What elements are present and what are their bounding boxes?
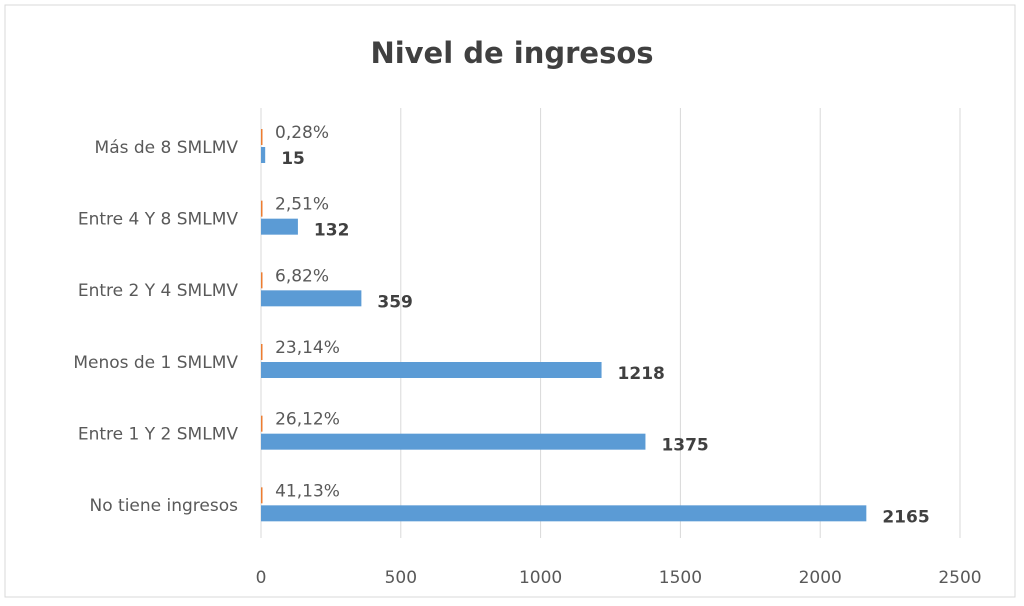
data-label: 15 (281, 149, 305, 169)
bar (261, 505, 867, 522)
bar (261, 272, 263, 289)
x-tick-label: 1000 (519, 568, 562, 588)
bar (261, 200, 263, 217)
y-tick-label: Entre 4 Y 8 SMLMV (78, 210, 238, 230)
data-label: 41,13% (275, 481, 340, 501)
y-tick-label: No tiene ingresos (90, 496, 239, 516)
data-label: 0,28% (275, 123, 329, 143)
y-tick-label: Entre 1 Y 2 SMLMV (78, 425, 238, 445)
x-tick-label: 500 (385, 568, 417, 588)
data-label: 359 (377, 292, 413, 312)
y-tick-label: Más de 8 SMLMV (95, 138, 239, 158)
bar (261, 147, 266, 163)
data-label: 1375 (661, 436, 708, 456)
data-label: 23,14% (275, 338, 340, 358)
x-tick-label: 1500 (659, 568, 702, 588)
bar (261, 344, 263, 360)
data-label: 2,51% (275, 195, 329, 215)
x-tick-label: 2000 (799, 568, 842, 588)
data-label: 1218 (618, 364, 665, 384)
bar (261, 290, 362, 307)
y-tick-label: Menos de 1 SMLMV (73, 353, 238, 373)
bar (261, 218, 298, 235)
bar (261, 362, 602, 378)
bar (261, 433, 646, 450)
bar (261, 129, 263, 145)
data-label: 132 (314, 221, 350, 241)
data-label: 26,12% (275, 410, 340, 430)
x-tick-label: 0 (256, 568, 267, 588)
data-label: 2165 (882, 507, 929, 527)
y-tick-label: Entre 2 Y 4 SMLMV (78, 281, 238, 301)
x-tick-label: 2500 (938, 568, 981, 588)
chart-border (4, 4, 1016, 598)
chart-title: Nivel de ingresos (370, 36, 653, 70)
bar (261, 487, 263, 504)
bar (261, 415, 263, 432)
data-label: 6,82% (275, 266, 329, 286)
